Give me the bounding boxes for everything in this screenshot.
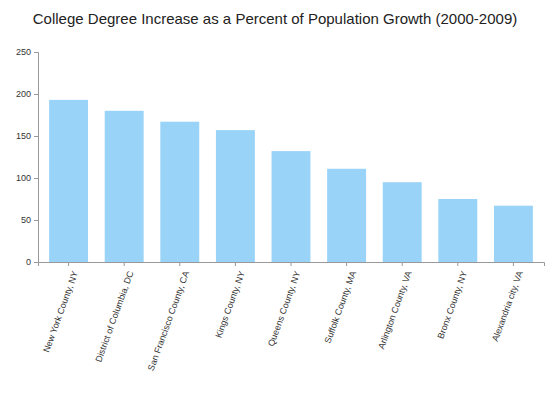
y-tick-label: 100 [16, 173, 31, 183]
x-tick: San Francisco County, CA [146, 262, 191, 372]
y-tick: 250 [16, 47, 38, 57]
y-tick-label: 150 [16, 131, 31, 141]
bar [438, 199, 477, 262]
bar [49, 100, 88, 262]
x-tick-label: Kings County, NY [213, 270, 246, 340]
plot: 0 50 100 150 200 250 New York County, NY Distri… [16, 47, 545, 372]
x-tick-mark [235, 262, 236, 266]
y-tick: 200 [16, 89, 38, 99]
title: College Degree Increase as a Percent of … [33, 10, 517, 27]
x-tick: Suffolk County, MA [323, 262, 358, 345]
y-tick: 150 [16, 131, 38, 141]
y-tick: 0 [26, 257, 38, 267]
x-tick: New York County, NY [41, 262, 80, 354]
bar [272, 151, 311, 262]
x-tick-mark [291, 262, 292, 266]
y-tick: 100 [16, 173, 38, 183]
x-tick-mark [402, 262, 403, 266]
x-tick: District of Columbia, DC [93, 262, 135, 363]
bar [383, 182, 422, 262]
x-tick-mark [179, 262, 180, 266]
bar [216, 130, 255, 262]
y-tick-mark [34, 262, 38, 263]
y-tick-mark [34, 178, 38, 179]
y-tick-label: 0 [26, 257, 31, 267]
x-tick-label: Alexandria city, VA [490, 270, 525, 343]
y-tick-mark [34, 94, 38, 95]
x-tick-mark [68, 262, 69, 266]
x-tick: Kings County, NY [213, 262, 246, 339]
y-tick-mark [34, 136, 38, 137]
y-tick-label: 250 [16, 47, 31, 57]
x-tick-label: District of Columbia, DC [93, 269, 135, 363]
y-tick-label: 200 [16, 89, 31, 99]
x-tick-mark [457, 262, 458, 266]
y-axis-line [34, 53, 39, 263]
x-tick-label: New York County, NY [41, 270, 80, 354]
bar [494, 206, 533, 262]
y-tick-label: 50 [21, 215, 31, 225]
y-tick-mark [34, 52, 38, 53]
x-tick-label: Queens County, NY [266, 270, 303, 348]
x-tick: Alexandria city, VA [490, 262, 525, 343]
bar [105, 111, 144, 262]
x-tick-label: Bronx County, NY [435, 270, 469, 340]
bar [160, 122, 199, 262]
y-tick-mark [34, 220, 38, 221]
chart: College Degree Increase as a Percent of … [0, 0, 550, 393]
x-tick-label: Suffolk County, MA [323, 270, 358, 345]
x-tick-mark [346, 262, 347, 266]
x-tick-label: Arlington County, VA [376, 270, 414, 351]
bars [49, 100, 533, 262]
x-tick: Queens County, NY [266, 262, 303, 348]
x-tick-mark [124, 262, 125, 266]
x-tick: Arlington County, VA [376, 262, 414, 350]
x-axis: New York County, NY District of Columbia,… [39, 262, 545, 372]
x-axis-line [39, 263, 545, 267]
y-axis: 0 50 100 150 200 250 [16, 47, 39, 267]
x-tick-mark [513, 262, 514, 266]
bar [327, 169, 366, 262]
y-tick: 50 [21, 215, 38, 225]
x-tick-label: San Francisco County, CA [146, 270, 191, 372]
x-tick: Bronx County, NY [435, 262, 469, 340]
